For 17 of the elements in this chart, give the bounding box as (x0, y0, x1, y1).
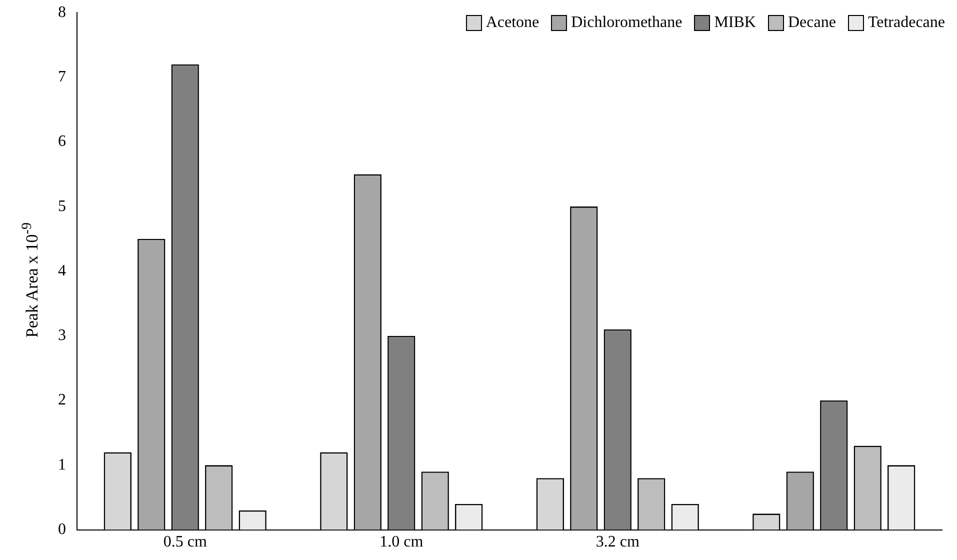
y-tick-label: 0 (58, 521, 66, 538)
y-tick-label: 7 (58, 68, 66, 86)
x-tick-label: 0.5 cm (163, 534, 208, 551)
y-tick-label: 2 (58, 392, 66, 409)
y-tick-label: 1 (58, 456, 66, 474)
legend-label: Dichloromethane (571, 14, 682, 32)
y-tick-label: 6 (58, 133, 66, 150)
x-tick-label: 3.2 cm (596, 534, 640, 551)
legend-label: Acetone (486, 14, 540, 32)
legend-label: MIBK (714, 14, 756, 32)
y-tick-label: 8 (58, 4, 66, 21)
legend-label: Tetradecane (868, 14, 945, 32)
y-tick-label: 5 (58, 198, 66, 215)
y-tick-label: 4 (58, 262, 66, 280)
y-tick-label: 3 (58, 327, 66, 344)
legend-label: Decane (788, 14, 836, 32)
x-tick-label: 1.0 cm (380, 534, 424, 551)
